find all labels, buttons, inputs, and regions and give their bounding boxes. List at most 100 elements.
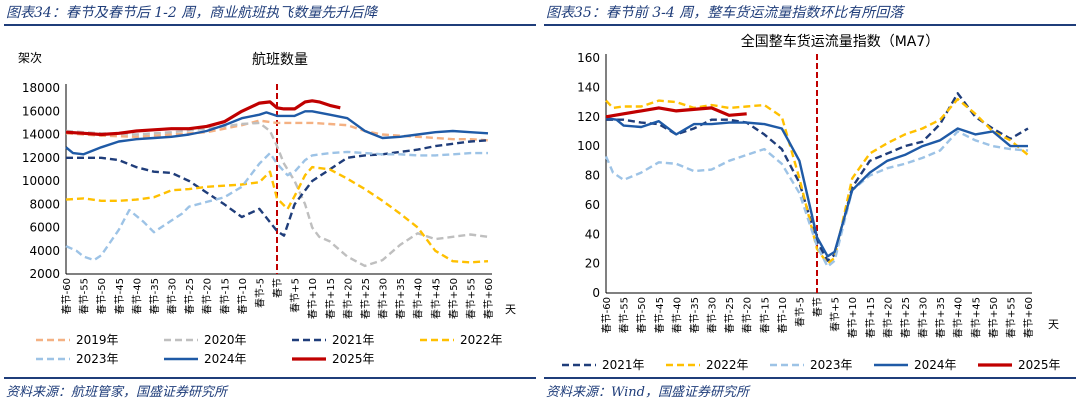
figure-caption: 图表35：春节前 3-4 周，整车货运流量指数环比有所回落: [546, 5, 904, 21]
x-tick-label: 春节-60: [61, 278, 73, 314]
y-tick-label: 40: [585, 227, 600, 241]
caption-rule: [544, 24, 1076, 26]
x-tick-label: 春节-35: [689, 297, 701, 333]
x-tick-label: 春节-15: [219, 278, 231, 314]
source-rule: [4, 377, 536, 379]
y-tick-label: 14000: [22, 128, 60, 142]
chart-panel-flights: 图表34：春节及春节后 1-2 周，商业航班执飞数量先升后降 航班数量 架次 200…: [4, 5, 536, 400]
x-tick-label: 春节+15: [325, 278, 337, 319]
series-line-2019年: [65, 119, 489, 142]
series-line-2024年: [65, 110, 489, 156]
chart-title: 全国整车货运流量指数（MA7）: [741, 33, 940, 50]
y-tick-label: 0: [592, 286, 600, 300]
x-tick-label: 春节+50: [448, 278, 460, 319]
x-tick-label: 春节-45: [114, 278, 126, 314]
y-tick-label: 160: [577, 51, 600, 65]
x-tick-label: 春节+35: [935, 297, 947, 338]
x-tick-label: 春节+25: [900, 297, 912, 338]
y-tick-label: 18000: [22, 81, 60, 95]
series-line-2025年: [605, 106, 747, 119]
x-axis-unit: 天: [505, 303, 516, 316]
y-tick-label: 10000: [22, 174, 60, 188]
x-tick-label: 春节-55: [619, 297, 631, 333]
x-tick-label: 春节-20: [742, 297, 754, 333]
x-tick-label: 春节+5: [290, 278, 302, 313]
x-tick-label: 春节+50: [988, 297, 1000, 338]
y-tick-label: 100: [577, 139, 600, 153]
legend-label: 2025年: [332, 352, 375, 366]
legend-label: 2023年: [810, 358, 853, 372]
chart-panel-freight: 图表35：春节前 3-4 周，整车货运流量指数环比有所回落 全国整车货运流量指数…: [540, 0, 1080, 404]
series-line-2021年: [606, 92, 1029, 262]
legend-label: 2024年: [204, 352, 247, 366]
x-tick-label: 春节-40: [671, 297, 683, 333]
legend-label: 2023年: [76, 352, 119, 366]
x-tick-label: 春节-30: [707, 297, 719, 333]
source-note: 资料来源：Wind，国盛证券研究所: [546, 385, 749, 400]
flights-chart: 航班数量 架次 2000 4000 6000 8000 10000 12000 14000 160…: [18, 51, 516, 366]
x-tick-label: 春节+10: [307, 278, 319, 319]
legend-label: 2025年: [1018, 358, 1061, 372]
legend-label: 2021年: [602, 358, 645, 372]
y-tick-label: 6000: [29, 221, 60, 235]
legend-label: 2022年: [460, 333, 503, 347]
series-line-2021年: [66, 139, 489, 237]
y-tick-label: 12000: [22, 151, 60, 165]
x-tick-label: 春节-40: [131, 278, 143, 314]
freight-chart: 全国整车货运流量指数（MA7） 0 20 40 60 80 100 120 140 160 春节-6…: [562, 33, 1061, 372]
series-line-2022年: [65, 165, 489, 264]
x-tick-label: 春节+35: [395, 278, 407, 319]
y-tick-label: 60: [585, 198, 600, 212]
source-rule: [544, 377, 1076, 379]
x-tick-label: 春节+60: [1023, 297, 1035, 338]
y-tick-label: 80: [585, 169, 600, 183]
caption-rule: [4, 24, 536, 26]
x-tick-label: 春节+40: [953, 297, 965, 338]
source-note: 资料来源：航班管家，国盛证券研究所: [6, 385, 228, 400]
x-axis-unit: 天: [1048, 318, 1059, 331]
x-tick-label: 春节+25: [360, 278, 372, 319]
series-line-2022年: [605, 97, 1029, 265]
x-tick-label: 春节-50: [96, 278, 108, 314]
x-tick-label: 春节: [812, 297, 824, 317]
x-tick-label: 春节+30: [918, 297, 930, 338]
x-tick-label: 春节: [272, 278, 284, 298]
x-tick-label: 春节-35: [149, 278, 161, 314]
legend-label: 2022年: [706, 358, 749, 372]
x-tick-label: 春节-10: [237, 278, 249, 314]
legend-label: 2019年: [76, 333, 119, 347]
y-axis-label: 架次: [18, 51, 42, 65]
series-line-2020年: [65, 121, 489, 268]
y-tick-label: 2000: [29, 267, 60, 281]
series-line-2024年: [605, 117, 1028, 258]
legend-label: 2024年: [914, 358, 957, 372]
x-tick-label: 春节-5: [794, 297, 806, 327]
x-tick-label: 春节-50: [636, 297, 648, 333]
y-tick-label: 20: [585, 257, 600, 271]
y-tick-label: 120: [577, 110, 600, 124]
x-tick-label: 春节+55: [465, 278, 477, 319]
x-tick-label: 春节-25: [724, 297, 736, 333]
y-tick-label: 4000: [29, 244, 60, 258]
y-tick-label: 16000: [22, 104, 60, 118]
x-tick-label: 春节+10: [847, 297, 859, 338]
x-tick-label: 春节+40: [413, 278, 425, 319]
x-tick-label: 春节+45: [970, 297, 982, 338]
x-tick-label: 春节+45: [430, 278, 442, 319]
x-tick-label: 春节-5: [254, 278, 266, 308]
x-tick-label: 春节+5: [830, 297, 842, 332]
x-tick-label: 春节-45: [654, 297, 666, 333]
legend-label: 2020年: [204, 333, 247, 347]
x-tick-label: 春节-10: [777, 297, 789, 333]
x-tick-label: 春节-30: [167, 278, 179, 314]
chart-title: 航班数量: [252, 52, 308, 68]
x-tick-label: 春节-25: [184, 278, 196, 314]
x-tick-label: 春节+60: [483, 278, 495, 319]
x-tick-label: 春节-15: [759, 297, 771, 333]
figure-caption: 图表34：春节及春节后 1-2 周，商业航班执飞数量先升后降: [6, 5, 378, 21]
x-tick-label: 春节-60: [601, 297, 613, 333]
legend-label: 2021年: [332, 333, 375, 347]
x-tick-label: 春节+15: [865, 297, 877, 338]
series-line-2025年: [65, 99, 341, 137]
y-tick-label: 8000: [29, 197, 60, 211]
